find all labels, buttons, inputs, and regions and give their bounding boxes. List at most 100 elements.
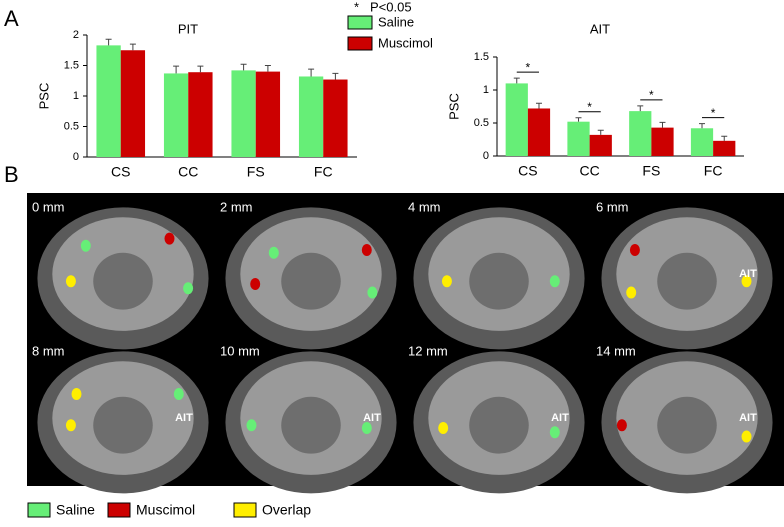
activation bbox=[268, 246, 279, 259]
y-tick-label: 0.5 bbox=[64, 120, 79, 132]
panel-label: A bbox=[4, 6, 19, 31]
y-tick-label: 0 bbox=[73, 151, 79, 163]
error-bar bbox=[659, 121, 666, 128]
bar bbox=[527, 108, 551, 156]
legend-swatch bbox=[347, 36, 373, 51]
y-axis-label: PSC bbox=[36, 83, 51, 110]
y-tick-label: 1 bbox=[73, 90, 79, 102]
activation bbox=[367, 286, 378, 299]
activation bbox=[65, 419, 76, 432]
brain-core bbox=[469, 396, 529, 454]
roi-label: AIT bbox=[363, 412, 381, 424]
bar bbox=[163, 73, 189, 157]
brain-core bbox=[657, 396, 717, 454]
bar bbox=[713, 140, 736, 156]
x-tick-label: CC bbox=[580, 163, 600, 179]
activation bbox=[361, 422, 372, 435]
slice-label: 2 mm bbox=[220, 199, 253, 214]
y-tick-label: 1.5 bbox=[474, 51, 489, 63]
bar bbox=[96, 45, 121, 158]
error-bar bbox=[129, 43, 136, 51]
error-bar bbox=[264, 65, 271, 72]
error-bar bbox=[332, 72, 339, 80]
map-legend-label: Overlap bbox=[262, 502, 311, 518]
brain-core bbox=[93, 396, 153, 454]
bar bbox=[567, 121, 590, 156]
sig-star: * bbox=[526, 60, 531, 74]
activation bbox=[65, 275, 76, 288]
x-tick-label: CC bbox=[178, 164, 198, 180]
activation bbox=[80, 239, 91, 252]
roi-label: AIT bbox=[739, 412, 757, 424]
y-tick-label: 0 bbox=[483, 150, 489, 162]
error-bar bbox=[173, 65, 180, 74]
activation bbox=[71, 387, 82, 400]
bar bbox=[589, 134, 612, 156]
slice-label: 12 mm bbox=[408, 343, 448, 358]
activation bbox=[741, 275, 752, 288]
activation bbox=[616, 419, 627, 432]
y-tick-label: 0.5 bbox=[474, 117, 489, 129]
roi-label: AIT bbox=[551, 412, 569, 424]
activation bbox=[441, 275, 452, 288]
y-axis-label: PSC bbox=[446, 93, 461, 120]
legend-label: Saline bbox=[378, 14, 414, 29]
slice-label: 8 mm bbox=[32, 343, 65, 358]
sig-text: P<0.05 bbox=[370, 0, 412, 14]
y-tick-label: 1.5 bbox=[64, 59, 79, 71]
panel-label: B bbox=[4, 162, 19, 187]
error-bar bbox=[535, 102, 542, 109]
bar bbox=[505, 83, 528, 156]
x-tick-label: FC bbox=[704, 163, 723, 179]
brain-core bbox=[281, 396, 341, 454]
brain-core bbox=[93, 252, 153, 310]
x-tick-label: CS bbox=[518, 163, 537, 179]
sig-star: * bbox=[587, 100, 592, 114]
activation bbox=[173, 387, 184, 400]
activation bbox=[629, 243, 640, 256]
sig-star: * bbox=[711, 106, 716, 120]
sig-star: * bbox=[649, 88, 654, 102]
bar bbox=[120, 50, 146, 157]
y-tick-label: 2 bbox=[73, 29, 79, 41]
bar bbox=[255, 71, 281, 157]
sig-symbol: * bbox=[354, 0, 359, 14]
x-tick-label: FS bbox=[642, 163, 660, 179]
legend-swatch bbox=[347, 15, 373, 30]
roi-label: AIT bbox=[175, 412, 193, 424]
error-bar bbox=[699, 123, 706, 129]
map-legend-label: Muscimol bbox=[136, 502, 195, 518]
chart-title: PIT bbox=[178, 21, 198, 36]
map-legend-swatch bbox=[107, 502, 131, 518]
error-bar bbox=[308, 68, 315, 77]
bar bbox=[231, 70, 256, 157]
error-bar bbox=[513, 77, 520, 84]
slice-label: 4 mm bbox=[408, 199, 441, 214]
y-tick-label: 1 bbox=[483, 84, 489, 96]
slice-label: 6 mm bbox=[596, 199, 629, 214]
bar bbox=[690, 128, 714, 156]
error-bar bbox=[721, 135, 728, 141]
slice-label: 0 mm bbox=[32, 199, 65, 214]
error-bar bbox=[240, 63, 247, 71]
map-legend-swatch bbox=[27, 502, 51, 518]
legend-label: Muscimol bbox=[378, 35, 433, 50]
map-legend-label: Saline bbox=[56, 502, 95, 518]
brain-core bbox=[657, 252, 717, 310]
activation bbox=[626, 286, 637, 299]
map-legend-swatch bbox=[233, 502, 257, 518]
bar bbox=[298, 76, 324, 157]
brain-core bbox=[281, 252, 341, 310]
x-tick-label: FC bbox=[314, 164, 333, 180]
error-bar bbox=[197, 65, 204, 73]
error-bar bbox=[575, 117, 582, 122]
brain-core bbox=[469, 252, 529, 310]
roi-label: AIT bbox=[739, 268, 757, 280]
activation bbox=[741, 430, 752, 443]
bar bbox=[651, 127, 674, 156]
bar bbox=[629, 111, 652, 156]
error-bar bbox=[637, 105, 644, 112]
activation bbox=[183, 282, 194, 295]
activation bbox=[164, 232, 175, 245]
activation bbox=[361, 243, 372, 256]
